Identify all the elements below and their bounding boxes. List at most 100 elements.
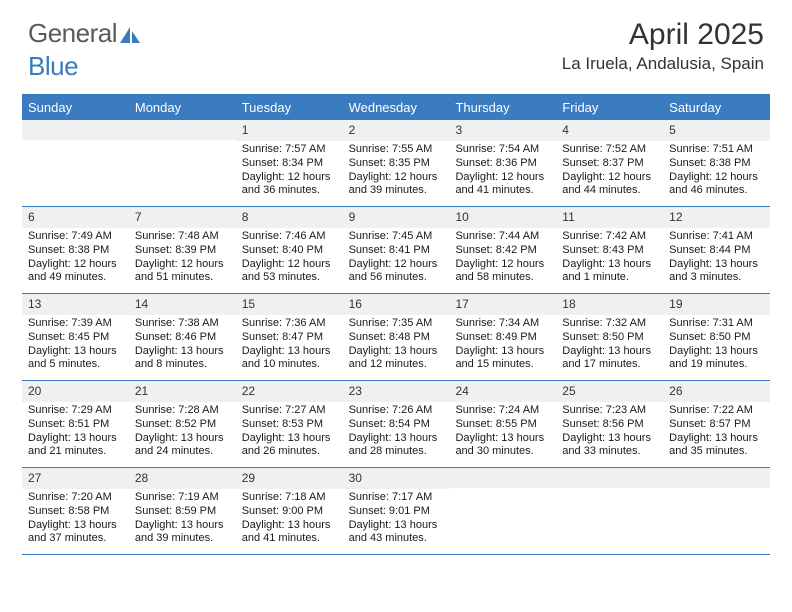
sunrise-text: Sunrise: 7:28 AM (135, 404, 230, 418)
day-cell: 14Sunrise: 7:38 AMSunset: 8:46 PMDayligh… (129, 294, 236, 380)
day-cell: 21Sunrise: 7:28 AMSunset: 8:52 PMDayligh… (129, 381, 236, 467)
day-body: Sunrise: 7:20 AMSunset: 8:58 PMDaylight:… (22, 489, 129, 552)
sunrise-text: Sunrise: 7:34 AM (455, 317, 550, 331)
daylight-text: Daylight: 13 hours (349, 345, 444, 359)
sail-icon (119, 20, 141, 51)
daylight-text: Daylight: 13 hours (669, 258, 764, 272)
day-number: 2 (343, 120, 450, 141)
day-body: Sunrise: 7:42 AMSunset: 8:43 PMDaylight:… (556, 228, 663, 291)
day-number: 21 (129, 381, 236, 402)
day-body: Sunrise: 7:46 AMSunset: 8:40 PMDaylight:… (236, 228, 343, 291)
day-number: 15 (236, 294, 343, 315)
day-body: Sunrise: 7:39 AMSunset: 8:45 PMDaylight:… (22, 315, 129, 378)
daylight-text: Daylight: 12 hours (455, 258, 550, 272)
day-number: 3 (449, 120, 556, 141)
day-body: Sunrise: 7:55 AMSunset: 8:35 PMDaylight:… (343, 141, 450, 204)
day-body: Sunrise: 7:31 AMSunset: 8:50 PMDaylight:… (663, 315, 770, 378)
daylight-text: Daylight: 12 hours (242, 171, 337, 185)
sunrise-text: Sunrise: 7:44 AM (455, 230, 550, 244)
month-title: April 2025 (562, 18, 764, 52)
day-body: Sunrise: 7:45 AMSunset: 8:41 PMDaylight:… (343, 228, 450, 291)
sunrise-text: Sunrise: 7:19 AM (135, 491, 230, 505)
day-cell: 17Sunrise: 7:34 AMSunset: 8:49 PMDayligh… (449, 294, 556, 380)
day-body: Sunrise: 7:17 AMSunset: 9:01 PMDaylight:… (343, 489, 450, 552)
logo-text: GeneralBlue (28, 18, 141, 82)
sunset-text: Sunset: 8:41 PM (349, 244, 444, 258)
day-body: Sunrise: 7:35 AMSunset: 8:48 PMDaylight:… (343, 315, 450, 378)
sunrise-text: Sunrise: 7:41 AM (669, 230, 764, 244)
day-body: Sunrise: 7:26 AMSunset: 8:54 PMDaylight:… (343, 402, 450, 465)
day-cell (663, 468, 770, 554)
sunrise-text: Sunrise: 7:38 AM (135, 317, 230, 331)
day-cell: 24Sunrise: 7:24 AMSunset: 8:55 PMDayligh… (449, 381, 556, 467)
daylight-text-2: and 49 minutes. (28, 271, 123, 285)
day-body: Sunrise: 7:23 AMSunset: 8:56 PMDaylight:… (556, 402, 663, 465)
daylight-text-2: and 44 minutes. (562, 184, 657, 198)
logo: GeneralBlue (28, 18, 141, 82)
day-body: Sunrise: 7:49 AMSunset: 8:38 PMDaylight:… (22, 228, 129, 291)
sunrise-text: Sunrise: 7:17 AM (349, 491, 444, 505)
day-body: Sunrise: 7:36 AMSunset: 8:47 PMDaylight:… (236, 315, 343, 378)
week-row: 27Sunrise: 7:20 AMSunset: 8:58 PMDayligh… (22, 468, 770, 555)
location: La Iruela, Andalusia, Spain (562, 54, 764, 74)
day-cell: 2Sunrise: 7:55 AMSunset: 8:35 PMDaylight… (343, 120, 450, 206)
daylight-text-2: and 8 minutes. (135, 358, 230, 372)
day-number: 6 (22, 207, 129, 228)
sunset-text: Sunset: 8:35 PM (349, 157, 444, 171)
daylight-text: Daylight: 12 hours (669, 171, 764, 185)
calendar: SundayMondayTuesdayWednesdayThursdayFrid… (22, 94, 770, 555)
dow-cell: Friday (556, 96, 663, 120)
daylight-text: Daylight: 12 hours (135, 258, 230, 272)
day-number: 14 (129, 294, 236, 315)
sunrise-text: Sunrise: 7:24 AM (455, 404, 550, 418)
sunset-text: Sunset: 8:49 PM (455, 331, 550, 345)
day-cell (129, 120, 236, 206)
day-number: 13 (22, 294, 129, 315)
daylight-text: Daylight: 13 hours (562, 345, 657, 359)
sunrise-text: Sunrise: 7:20 AM (28, 491, 123, 505)
day-body: Sunrise: 7:28 AMSunset: 8:52 PMDaylight:… (129, 402, 236, 465)
day-cell (449, 468, 556, 554)
day-cell: 15Sunrise: 7:36 AMSunset: 8:47 PMDayligh… (236, 294, 343, 380)
day-body: Sunrise: 7:51 AMSunset: 8:38 PMDaylight:… (663, 141, 770, 204)
daylight-text-2: and 36 minutes. (242, 184, 337, 198)
sunset-text: Sunset: 9:00 PM (242, 505, 337, 519)
day-cell: 12Sunrise: 7:41 AMSunset: 8:44 PMDayligh… (663, 207, 770, 293)
day-number: 26 (663, 381, 770, 402)
daylight-text: Daylight: 13 hours (349, 519, 444, 533)
day-number: 11 (556, 207, 663, 228)
daylight-text: Daylight: 13 hours (135, 432, 230, 446)
daylight-text-2: and 41 minutes. (455, 184, 550, 198)
day-number (449, 468, 556, 488)
dow-cell: Saturday (663, 96, 770, 120)
day-body: Sunrise: 7:22 AMSunset: 8:57 PMDaylight:… (663, 402, 770, 465)
daylight-text-2: and 10 minutes. (242, 358, 337, 372)
day-number: 23 (343, 381, 450, 402)
day-cell: 6Sunrise: 7:49 AMSunset: 8:38 PMDaylight… (22, 207, 129, 293)
day-body: Sunrise: 7:34 AMSunset: 8:49 PMDaylight:… (449, 315, 556, 378)
day-cell: 10Sunrise: 7:44 AMSunset: 8:42 PMDayligh… (449, 207, 556, 293)
day-cell: 19Sunrise: 7:31 AMSunset: 8:50 PMDayligh… (663, 294, 770, 380)
daylight-text-2: and 15 minutes. (455, 358, 550, 372)
sunset-text: Sunset: 8:38 PM (669, 157, 764, 171)
sunset-text: Sunset: 8:50 PM (669, 331, 764, 345)
day-body: Sunrise: 7:48 AMSunset: 8:39 PMDaylight:… (129, 228, 236, 291)
daylight-text-2: and 39 minutes. (135, 532, 230, 546)
day-cell: 30Sunrise: 7:17 AMSunset: 9:01 PMDayligh… (343, 468, 450, 554)
daylight-text: Daylight: 12 hours (349, 171, 444, 185)
sunset-text: Sunset: 8:50 PM (562, 331, 657, 345)
sunset-text: Sunset: 8:55 PM (455, 418, 550, 432)
sunset-text: Sunset: 8:58 PM (28, 505, 123, 519)
day-cell: 18Sunrise: 7:32 AMSunset: 8:50 PMDayligh… (556, 294, 663, 380)
day-cell: 25Sunrise: 7:23 AMSunset: 8:56 PMDayligh… (556, 381, 663, 467)
daylight-text: Daylight: 12 hours (455, 171, 550, 185)
day-body: Sunrise: 7:27 AMSunset: 8:53 PMDaylight:… (236, 402, 343, 465)
sunset-text: Sunset: 8:52 PM (135, 418, 230, 432)
daylight-text-2: and 5 minutes. (28, 358, 123, 372)
day-number: 7 (129, 207, 236, 228)
daylight-text-2: and 21 minutes. (28, 445, 123, 459)
daylight-text-2: and 56 minutes. (349, 271, 444, 285)
day-number: 27 (22, 468, 129, 489)
sunrise-text: Sunrise: 7:32 AM (562, 317, 657, 331)
daylight-text-2: and 12 minutes. (349, 358, 444, 372)
